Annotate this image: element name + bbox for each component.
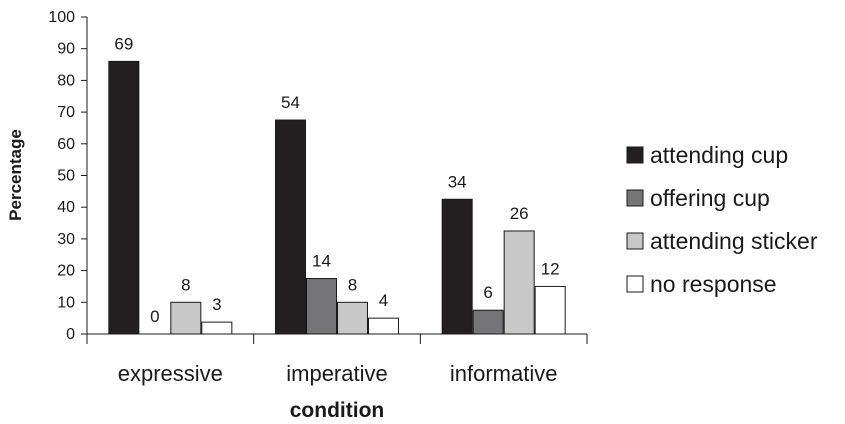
data-labels: 69 0 8 3 54 14 8 4 34 6 26 12 [114,34,559,326]
legend-label: attending sticker [650,228,818,254]
bar [201,321,233,335]
data-label: 69 [114,34,133,53]
x-axis: expressive imperative informative [86,333,588,386]
bar [275,119,306,335]
x-category-label: imperative [286,361,387,386]
y-tick-label: 20 [57,263,75,280]
y-axis-label: Percentage [6,129,25,221]
y-tick-label: 70 [57,104,75,121]
legend-label: attending cup [650,142,788,168]
y-tick-label: 30 [57,231,75,248]
legend-label: offering cup [650,185,770,211]
data-label: 3 [212,295,221,314]
bar [472,309,504,335]
bar [503,230,535,335]
data-label: 8 [348,275,357,294]
data-label: 34 [448,172,467,191]
bar [170,301,202,335]
data-label: 8 [181,275,190,294]
data-label: 4 [379,291,388,310]
data-label: 54 [281,93,300,112]
legend: attending cup offering cup attending stick… [626,142,818,297]
legend-label: no response [650,271,777,297]
bar [441,198,473,335]
y-tick-label: 100 [48,9,75,26]
data-label: 6 [483,283,492,302]
y-tick-label: 10 [57,294,75,311]
x-axis-label: condition [290,399,384,422]
y-tick-label: 50 [57,168,75,185]
y-tick-label: 0 [66,326,75,343]
legend-swatch [626,232,644,250]
x-category-label: expressive [118,361,223,386]
y-tick-label: 90 [57,41,75,58]
legend-swatch [626,146,644,164]
y-tick-label: 40 [57,199,75,216]
y-tick-label: 80 [57,72,75,89]
bar [534,285,566,335]
y-tick-label: 60 [57,136,75,153]
legend-swatch [626,189,644,207]
bar [108,60,140,335]
bars [108,60,566,335]
bar [368,317,399,335]
x-category-label: informative [450,361,558,386]
y-axis: 0 10 20 30 40 50 60 70 80 90 100 [48,9,88,343]
bar [337,301,368,335]
data-label: 0 [150,307,159,326]
bar [306,278,337,335]
data-label: 12 [541,259,560,278]
data-label: 26 [510,204,529,223]
legend-swatch [626,275,644,293]
data-label: 14 [312,252,331,271]
